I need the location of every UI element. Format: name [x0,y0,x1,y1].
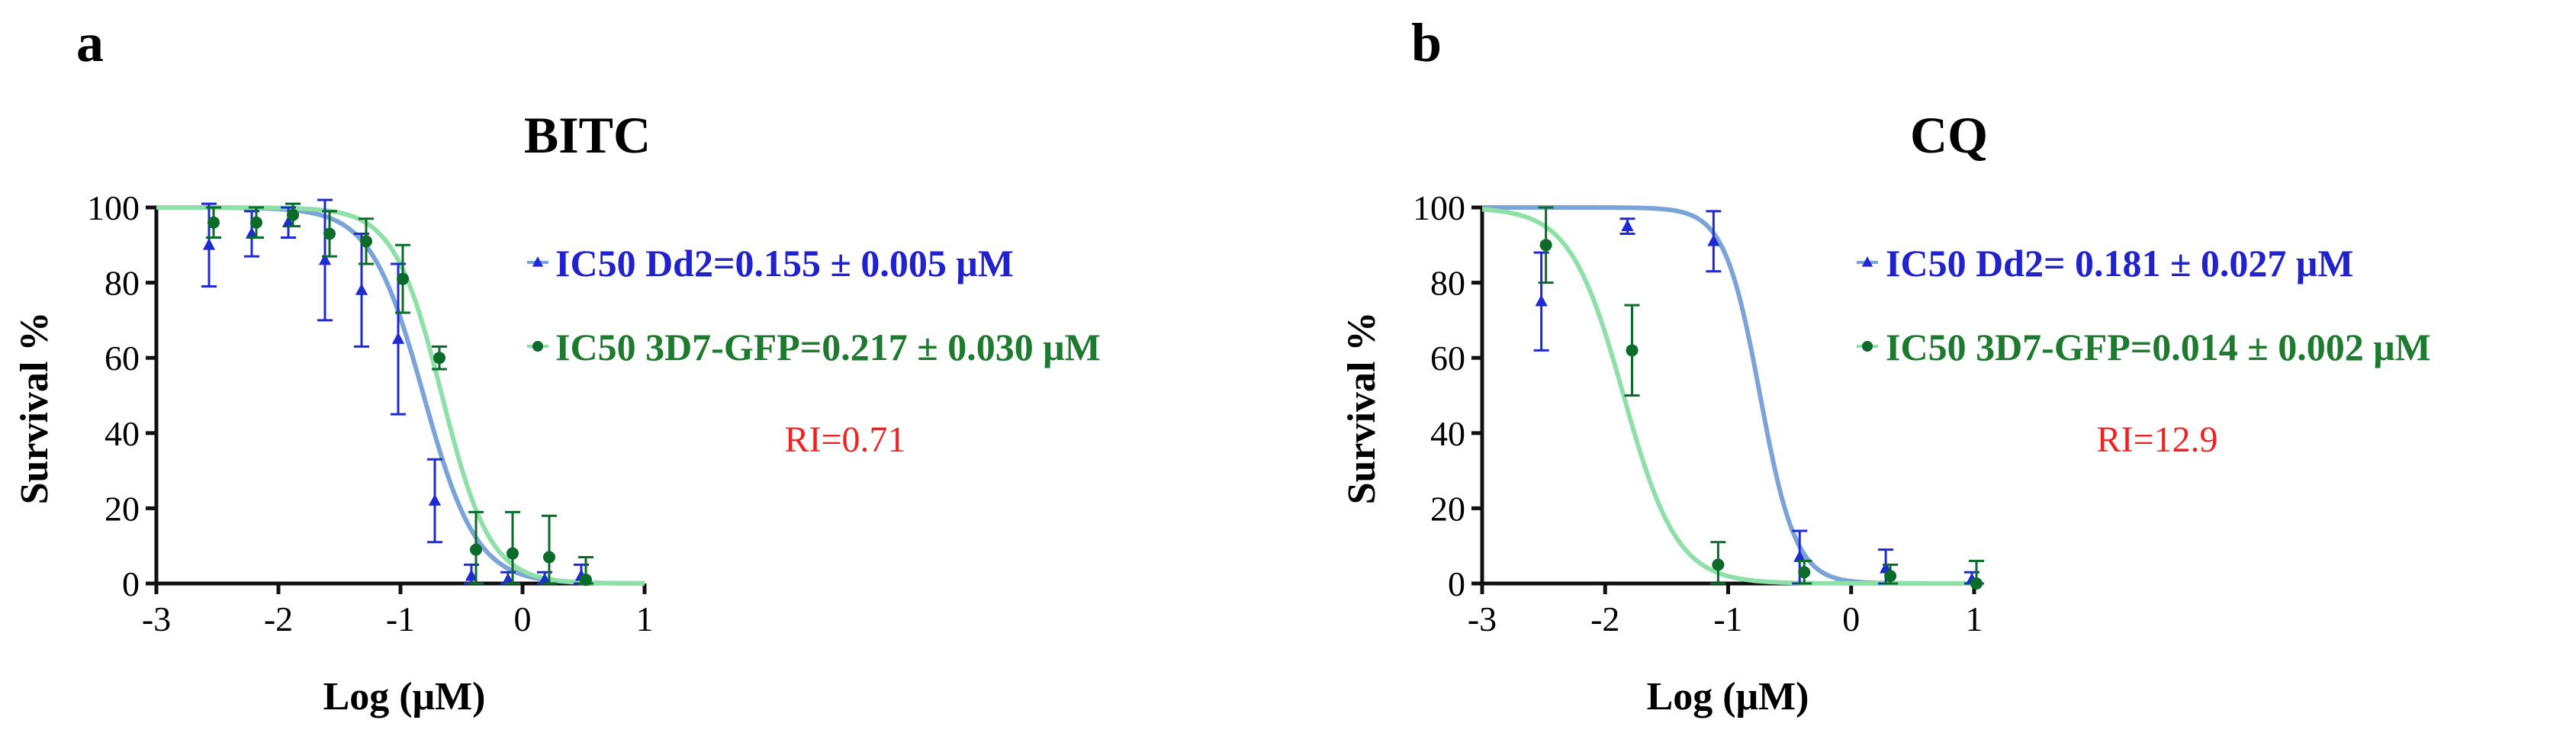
data-point-triangle [465,569,478,581]
x-tick-label: 0 [514,600,532,638]
legend-marker-dd2-a [527,256,548,267]
data-point-circle [507,547,519,560]
data-point-triangle [245,227,259,239]
data-point-circle [287,208,299,221]
y-tick-label: 80 [1430,264,1465,303]
data-point-triangle [281,215,295,228]
chart-title-a: BITC [524,106,651,164]
x-axis-label-b: Log (μM) [1647,675,1809,718]
legend-triangle [532,256,544,267]
data-points-a [201,198,593,587]
y-tick-label: 100 [1413,188,1465,227]
legend-entry-gfp-a: IC50 3D7-GFP=0.217 ± 0.030 μM [555,326,1101,368]
y-tick-label: 80 [105,264,140,303]
legend-circle [532,341,543,352]
y-axis-label-b: Survival % [1340,312,1384,505]
data-point-circle [207,216,220,229]
data-point-circle [397,272,409,285]
legend-a: IC50 Dd2=0.155 ± 0.005 μM IC50 3D7-GFP=0… [527,242,1101,368]
y-tick-label: 20 [1430,489,1465,528]
x-tick-label: -3 [142,600,171,638]
data-point-circle [580,574,592,587]
chart-title-b: CQ [1910,106,1988,164]
data-point-circle [470,543,482,556]
legend-entry-gfp-b: IC50 3D7-GFP=0.014 ± 0.002 μM [1886,326,2431,368]
legend-entry-dd2-a: IC50 Dd2=0.155 ± 0.005 μM [555,242,1014,284]
data-point-circle [543,551,555,564]
y-tick-label: 0 [122,564,140,603]
y-tick-label: 40 [105,414,140,453]
legend-entry-dd2-b: IC50 Dd2= 0.181 ± 0.027 μM [1886,242,2353,284]
data-point-triangle [501,573,515,585]
data-point-triangle [1535,294,1548,307]
legend-marker-dd2-b [1857,256,1878,267]
legend-marker-gfp-b [1857,341,1878,352]
legend-triangle [1861,256,1873,267]
x-axis-label-a: Log (μM) [323,675,486,718]
panel-letter-b: b [1411,12,1442,73]
panel-b: b CQ Log (μM) Survival % -3 -2 -1 0 10204060… [1340,12,2431,718]
legend-b: IC50 Dd2= 0.181 ± 0.027 μM IC50 3D7-GFP=… [1857,242,2431,368]
ri-label-a: RI=0.71 [784,420,905,460]
y-tick-label: 60 [105,339,140,378]
data-point-circle [1884,570,1897,583]
legend-marker-gfp-a [527,341,548,352]
data-point-circle [1712,558,1725,571]
y-tick-label: 20 [105,489,140,528]
data-point-circle [1539,239,1552,252]
data-point-circle [433,352,445,365]
data-points-b [1533,206,1984,590]
panel-letter-a: a [76,12,104,73]
data-point-triangle [538,573,552,585]
panel-a: a BITC Log (μM) Survival % -3 -2 -1 0 102040… [13,12,1101,718]
ri-label-b: RI=12.9 [2096,420,2217,460]
x-tick-label: 1 [1966,600,1983,638]
data-point-triangle [1793,550,1806,562]
data-point-triangle [391,332,405,344]
x-tick-label: 1 [636,600,654,638]
y-tick-label: 40 [1430,414,1465,453]
y-tick-label: 0 [1448,564,1465,603]
y-tick-label: 100 [87,188,140,227]
data-point-circle [323,227,336,240]
data-point-triangle [428,493,442,506]
data-point-circle [250,216,262,229]
data-point-triangle [1621,219,1634,231]
x-tick-label: -1 [1713,600,1742,638]
x-tick-label: -2 [264,600,293,638]
x-tick-label: -3 [1468,600,1497,638]
x-tick-label: 0 [1842,600,1860,638]
data-point-circle [1798,566,1811,579]
data-point-triangle [355,283,368,295]
data-point-triangle [1707,234,1720,246]
data-point-triangle [202,238,216,250]
data-point-circle [1970,577,1983,590]
y-axis-label-a: Survival % [13,312,56,505]
data-point-circle [1626,344,1639,357]
data-point-triangle [318,253,332,265]
y-tick-label: 60 [1430,339,1465,378]
data-point-circle [360,235,372,248]
x-tick-label: -1 [386,600,415,638]
x-tick-label: -2 [1590,600,1619,638]
legend-circle [1862,341,1873,352]
